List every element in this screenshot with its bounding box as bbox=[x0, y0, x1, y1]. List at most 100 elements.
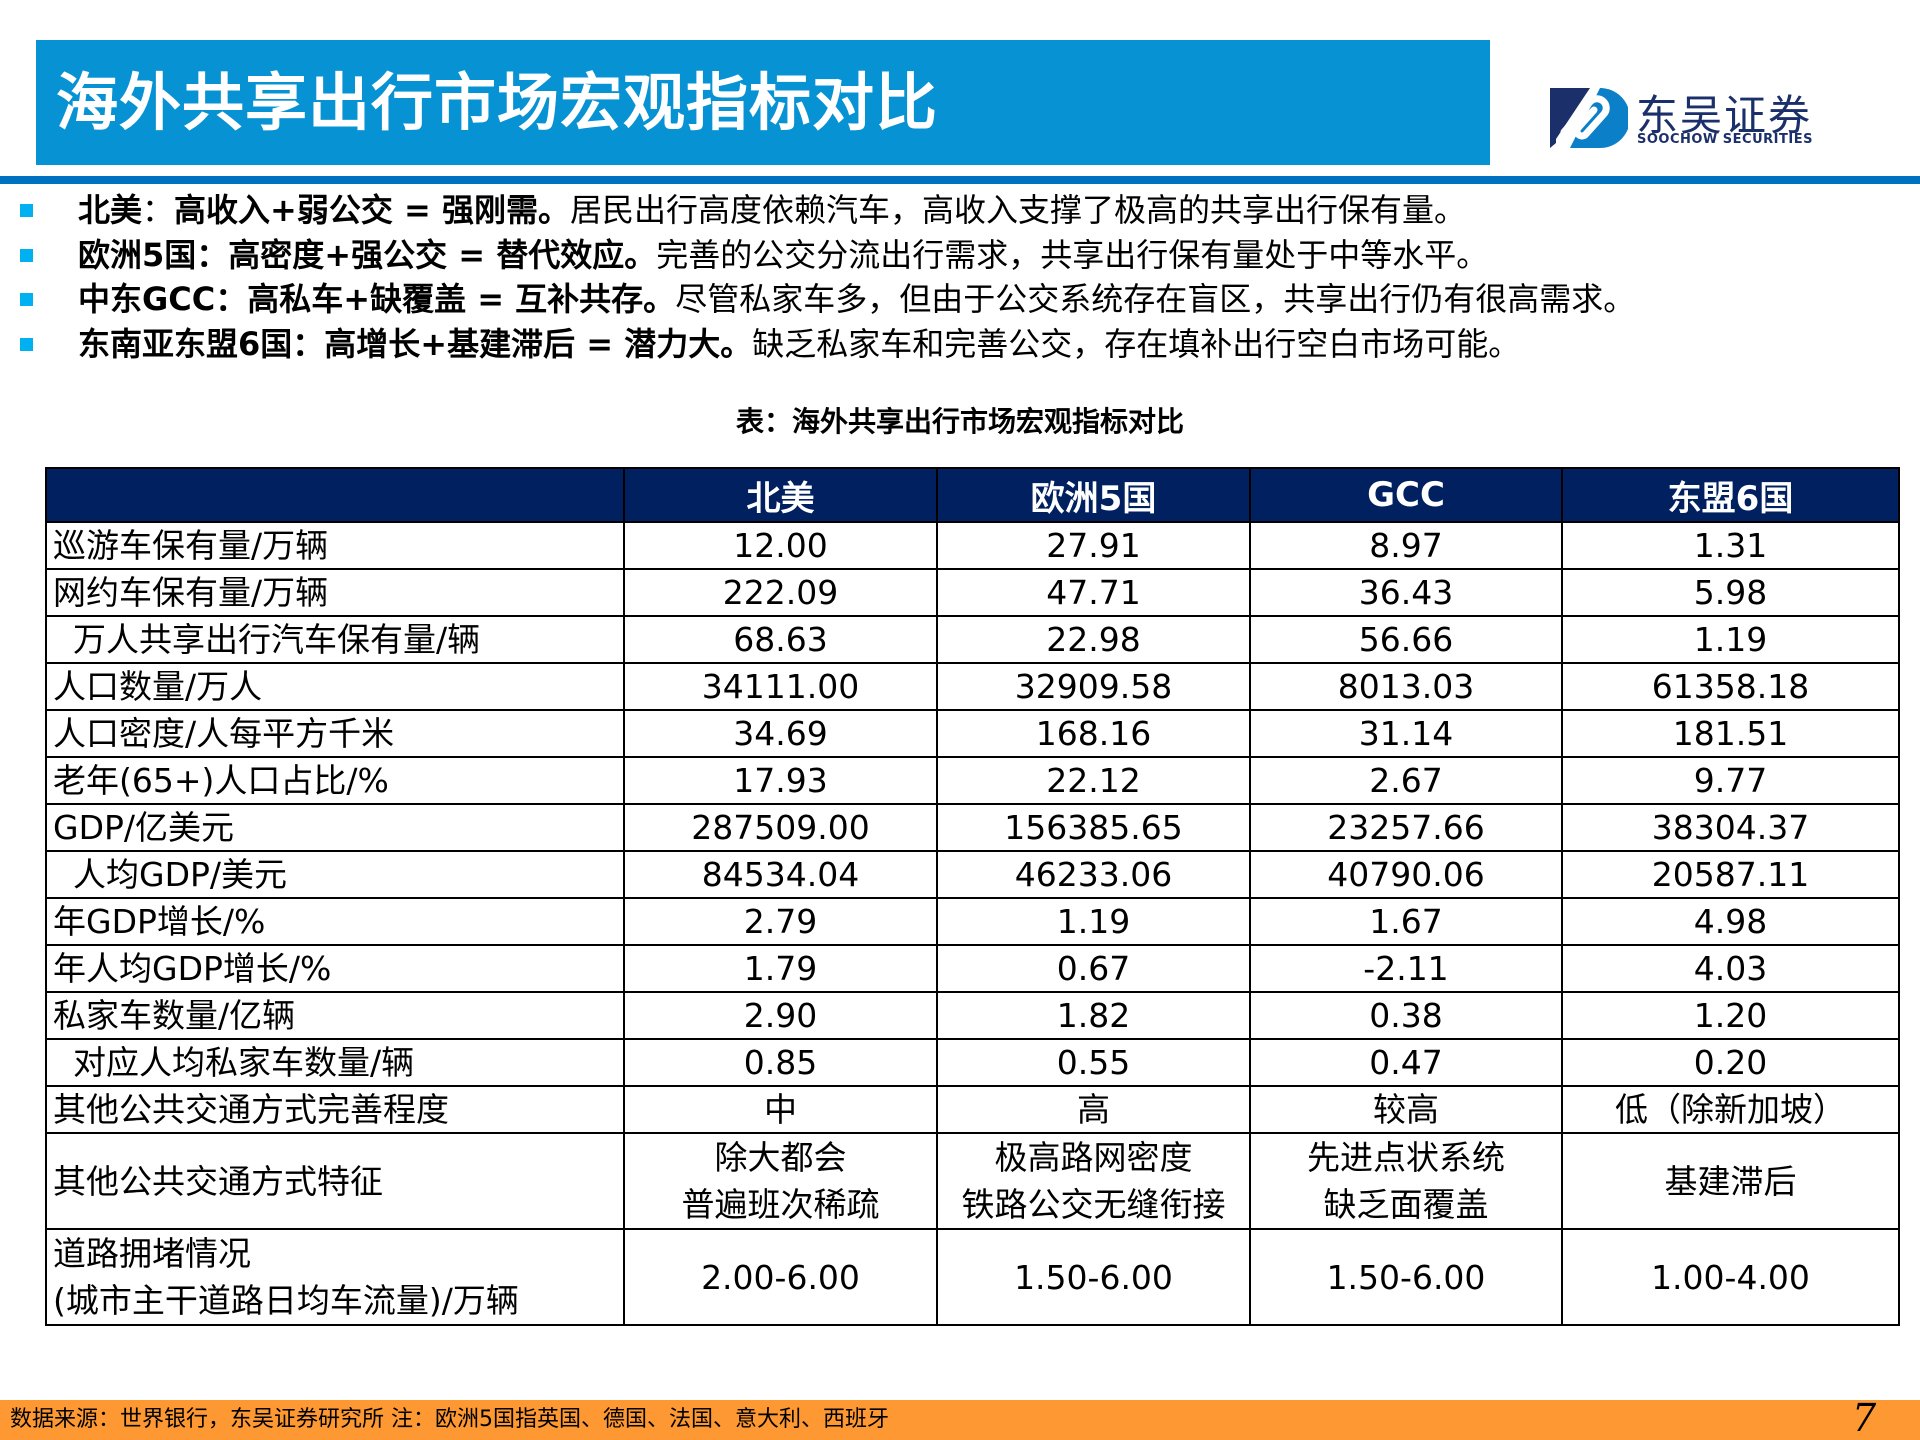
row-label: 人口密度/人每平方千米 bbox=[45, 709, 625, 758]
table-cell: 12.00 bbox=[623, 521, 938, 570]
title-bar: 海外共享出行市场宏观指标对比 bbox=[36, 40, 1490, 165]
bullet-square-icon bbox=[20, 204, 33, 217]
row-label: 道路拥堵情况 (城市主干道路日均车流量)/万辆 bbox=[45, 1228, 625, 1326]
bullet-formula: 高收入+弱公交 = 强刚需。 bbox=[174, 191, 570, 229]
table-cell: 47.71 bbox=[936, 568, 1251, 617]
bullet-region: 北美 bbox=[78, 191, 143, 229]
row-label: 人均GDP/美元 bbox=[45, 850, 625, 899]
row-label: 私家车数量/亿辆 bbox=[45, 991, 625, 1040]
table-cell: 0.47 bbox=[1249, 1038, 1563, 1087]
column-header-europe5: 欧洲5国 bbox=[936, 467, 1251, 523]
table-cell: 156385.65 bbox=[936, 803, 1251, 852]
row-label: 万人共享出行汽车保有量/辆 bbox=[45, 615, 625, 664]
table-cell: 27.91 bbox=[936, 521, 1251, 570]
table-cell: 先进点状系统 缺乏面覆盖 bbox=[1249, 1132, 1563, 1230]
table-cell-line: 极高路网密度 bbox=[994, 1138, 1193, 1177]
table-row: GDP/亿美元 287509.00 156385.65 23257.66 38304.3… bbox=[45, 803, 1900, 852]
table-cell: 22.98 bbox=[936, 615, 1251, 664]
table-cell: 1.82 bbox=[936, 991, 1251, 1040]
table-cell: 5.98 bbox=[1561, 568, 1900, 617]
bullet-square-icon bbox=[20, 293, 33, 306]
row-label: 网约车保有量/万辆 bbox=[45, 568, 625, 617]
bullet-region: 中东GCC bbox=[78, 280, 216, 318]
table-cell: 2.90 bbox=[623, 991, 938, 1040]
bullet-gcc: 中东GCC：高私车+缺覆盖 = 互补共存。尽管私家车多，但由于公交系统存在盲区，… bbox=[0, 277, 1920, 322]
table-row: 年人均GDP增长/% 1.79 0.67 -2.11 4.03 bbox=[45, 944, 1900, 993]
row-label-line: (城市主干道路日均车流量)/万辆 bbox=[53, 1281, 519, 1320]
table-cell: 20587.11 bbox=[1561, 850, 1900, 899]
logo-chinese-name: 东吴证券 bbox=[1636, 91, 1813, 140]
table-cell-line: 普遍班次稀疏 bbox=[681, 1185, 880, 1224]
table-row: 道路拥堵情况 (城市主干道路日均车流量)/万辆 2.00-6.00 1.50-6.00… bbox=[45, 1228, 1900, 1326]
table-row: 人口数量/万人 34111.00 32909.58 8013.03 61358.18 bbox=[45, 662, 1900, 711]
table-cell: 极高路网密度 铁路公交无缝衔接 bbox=[936, 1132, 1251, 1230]
table-cell-line: 缺乏面覆盖 bbox=[1323, 1185, 1489, 1224]
table-cell-line: 铁路公交无缝衔接 bbox=[961, 1185, 1226, 1224]
bullet-square-icon bbox=[20, 248, 33, 262]
table-cell: 1.67 bbox=[1249, 897, 1563, 946]
header-divider bbox=[0, 176, 1920, 184]
bullet-north-america: 北美：高收入+弱公交 = 强刚需。居民出行高度依赖汽车，高收入支撑了极高的共享出… bbox=[0, 188, 1920, 233]
table-cell-line: 除大都会 bbox=[714, 1138, 847, 1177]
bullet-detail: 完善的公交分流出行需求，共享出行保有量处于中等水平。 bbox=[656, 235, 1489, 274]
soochow-logo-icon bbox=[1550, 88, 1628, 148]
table-cell: 1.31 bbox=[1561, 521, 1900, 570]
table-cell: 0.85 bbox=[623, 1038, 938, 1087]
table-cell: 高 bbox=[936, 1085, 1251, 1134]
table-cell: 1.50-6.00 bbox=[1249, 1228, 1563, 1326]
column-header-gcc: GCC bbox=[1249, 467, 1563, 523]
table-cell: 222.09 bbox=[623, 568, 938, 617]
table-cell: 36.43 bbox=[1249, 568, 1563, 617]
column-header-indicator bbox=[45, 467, 625, 523]
table-cell: 22.12 bbox=[936, 756, 1251, 805]
bullet-formula: 高私车+缺覆盖 = 互补共存。 bbox=[247, 280, 676, 318]
table-row: 万人共享出行汽车保有量/辆 68.63 22.98 56.66 1.19 bbox=[45, 615, 1900, 664]
table-cell: 34.69 bbox=[623, 709, 938, 758]
table-cell: 较高 bbox=[1249, 1085, 1563, 1134]
table-cell: 基建滞后 bbox=[1561, 1132, 1900, 1230]
row-label: 年GDP增长/% bbox=[45, 897, 625, 946]
bullet-separator: ： bbox=[215, 280, 248, 318]
page-number: 7 bbox=[1852, 1396, 1877, 1440]
table-cell: 38304.37 bbox=[1561, 803, 1900, 852]
bullet-square-icon bbox=[20, 337, 33, 351]
bullet-asean: 东南亚东盟6国：高增长+基建滞后 = 潜力大。缺乏私家车和完善公交，存在填补出行… bbox=[0, 322, 1920, 367]
table-cell: 0.38 bbox=[1249, 991, 1563, 1040]
bullet-region: 欧洲5国 bbox=[78, 235, 197, 274]
table-cell: 181.51 bbox=[1561, 709, 1900, 758]
bullet-separator: ： bbox=[142, 191, 175, 229]
table-caption: 表：海外共享出行市场宏观指标对比 bbox=[735, 405, 1184, 438]
bullet-separator: ： bbox=[292, 324, 325, 363]
table-cell: 56.66 bbox=[1249, 615, 1563, 664]
table-cell: 84534.04 bbox=[623, 850, 938, 899]
table-cell-line: 先进点状系统 bbox=[1307, 1138, 1505, 1177]
table-body: 巡游车保有量/万辆 12.00 27.91 8.97 1.31 网约车保有量/万辆 222.… bbox=[45, 521, 1900, 1326]
row-label: GDP/亿美元 bbox=[45, 803, 625, 852]
table-cell: 8013.03 bbox=[1249, 662, 1563, 711]
table-cell: 除大都会普遍班次稀疏 bbox=[623, 1132, 938, 1230]
logo-english-name: SOOCHOW SECURITIES bbox=[1637, 132, 1813, 147]
row-label: 对应人均私家车数量/辆 bbox=[45, 1038, 625, 1087]
bullet-separator: ： bbox=[196, 235, 229, 274]
table-cell: 4.98 bbox=[1561, 897, 1900, 946]
table-row: 巡游车保有量/万辆 12.00 27.91 8.97 1.31 bbox=[45, 521, 1900, 570]
table-cell: 32909.58 bbox=[936, 662, 1251, 711]
table-cell-line: 基建滞后 bbox=[1664, 1161, 1797, 1201]
table-row: 其他公共交通方式特征 除大都会 普遍班次稀疏 极高路网密度 铁路公交无缝衔接 先进点状系统… bbox=[45, 1132, 1900, 1230]
table-cell: 0.55 bbox=[936, 1038, 1251, 1087]
table-cell: 46233.06 bbox=[936, 850, 1251, 899]
row-label: 人口数量/万人 bbox=[45, 662, 625, 711]
macro-indicators-table: 北美 欧洲5国 GCC 东盟6国 巡游车保有量/万辆 12.00 27.91 8.97… bbox=[45, 467, 1900, 1326]
table-cell: 中 bbox=[623, 1085, 938, 1134]
table-cell: -2.11 bbox=[1249, 944, 1563, 993]
row-label: 老年(65+)人口占比/% bbox=[45, 756, 625, 805]
column-header-asean6: 东盟6国 bbox=[1561, 467, 1900, 523]
table-cell: 2.67 bbox=[1249, 756, 1563, 805]
table-row: 网约车保有量/万辆 222.09 47.71 36.43 5.98 bbox=[45, 568, 1900, 617]
bullet-detail: 居民出行高度依赖汽车，高收入支撑了极高的共享出行保有量。 bbox=[569, 191, 1466, 229]
bullet-formula: 高密度+强公交 = 替代效应。 bbox=[228, 235, 657, 274]
row-label: 巡游车保有量/万辆 bbox=[45, 521, 625, 570]
table-cell: 0.67 bbox=[936, 944, 1251, 993]
table-cell: 低（除新加坡） bbox=[1561, 1085, 1900, 1134]
row-label: 其他公共交通方式完善程度 bbox=[45, 1085, 625, 1134]
